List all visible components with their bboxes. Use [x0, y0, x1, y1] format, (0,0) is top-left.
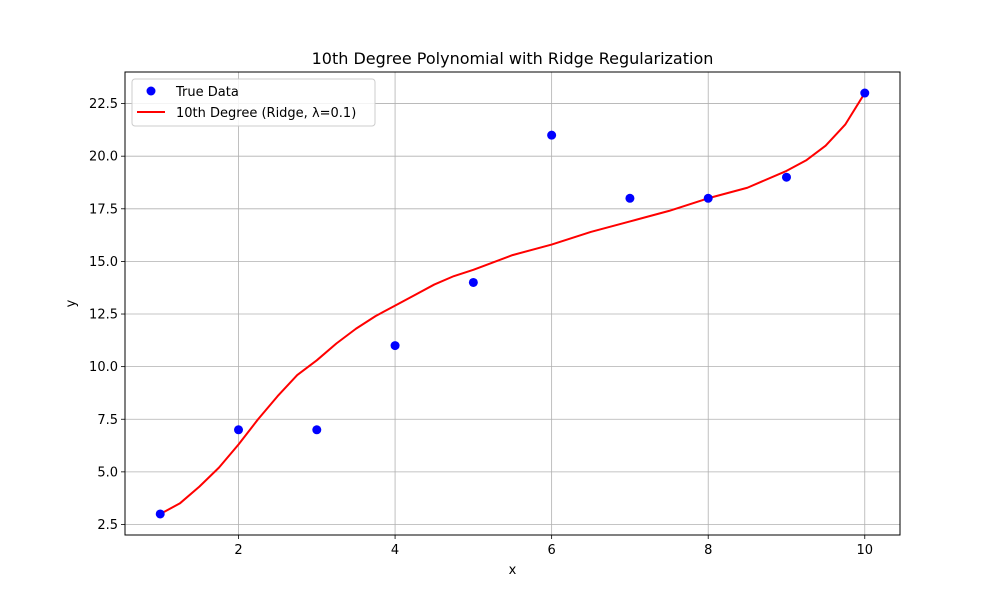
x-tick-label: 10	[856, 543, 873, 558]
legend-label-true-data: True Data	[175, 85, 239, 100]
legend-label-fit: 10th Degree (Ridge, λ=0.1)	[176, 106, 356, 121]
plot-frame	[124, 71, 901, 536]
plot-background	[125, 72, 900, 535]
data-point	[390, 341, 400, 351]
grid	[125, 72, 900, 535]
x-tick-label: 4	[391, 543, 399, 558]
data-point	[468, 277, 478, 287]
x-tick-label: 2	[234, 543, 242, 558]
y-tick-label: 20.0	[89, 150, 118, 165]
data-point	[781, 172, 791, 182]
x-tick-label: 6	[548, 543, 556, 558]
data-point	[860, 88, 870, 98]
fit-curve	[159, 92, 866, 515]
data-point	[312, 425, 322, 435]
data-point	[547, 130, 557, 140]
y-axis-ticks: 2.5 5.0 7.5 10.0 12.5 15.0 17.5 20.0 22.5	[89, 97, 125, 533]
legend-marker-true-data	[146, 86, 156, 96]
y-tick-label: 7.5	[97, 413, 118, 428]
y-axis-label: y	[64, 299, 79, 307]
data-point	[155, 509, 165, 519]
chart-title: 10th Degree Polynomial with Ridge Regula…	[312, 49, 714, 68]
data-point	[234, 425, 244, 435]
legend-box	[131, 78, 376, 127]
y-tick-label: 15.0	[89, 255, 118, 270]
y-tick-label: 10.0	[89, 360, 118, 375]
y-tick-label: 12.5	[89, 308, 118, 323]
data-point	[703, 193, 713, 203]
y-tick-label: 17.5	[89, 202, 118, 217]
x-tick-label: 8	[704, 543, 712, 558]
x-axis-ticks: 2 4 6 8 10	[234, 535, 873, 558]
y-tick-label: 22.5	[89, 97, 118, 112]
data-points-group	[155, 88, 870, 519]
legend: True Data 10th Degree (Ridge, λ=0.1)	[131, 78, 376, 127]
fit-curve-group	[159, 92, 866, 515]
y-tick-label: 2.5	[97, 518, 118, 533]
plot-area: 2 4 6 8 10 2.5 5.0 7.5 10.0 12.5 15.0 17.5 20.0 22.5	[89, 71, 901, 558]
y-tick-label: 5.0	[97, 465, 118, 480]
data-point	[625, 193, 635, 203]
x-axis-label: x	[509, 563, 517, 578]
